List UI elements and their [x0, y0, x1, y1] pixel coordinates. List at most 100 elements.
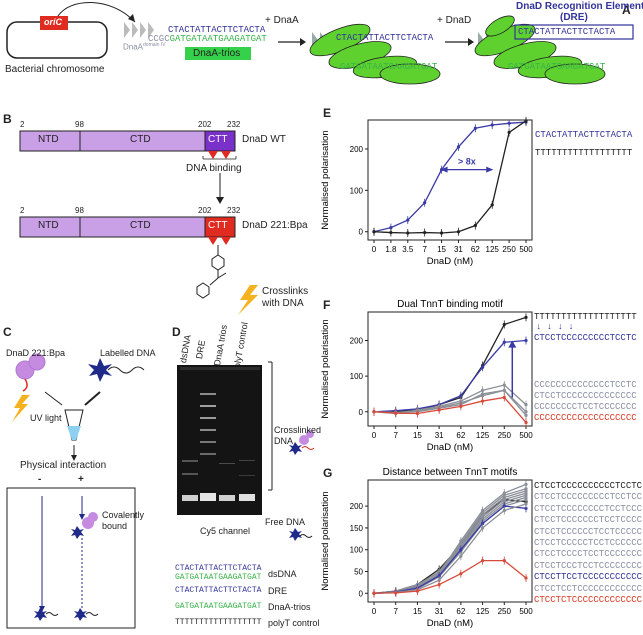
chart-f-point-5-2: [415, 411, 420, 416]
mut-n232: 232: [227, 206, 241, 215]
chart-g-point-9-7: [524, 502, 528, 506]
chart-e-ytick-label-0: 0: [359, 228, 364, 237]
e-seq: CTACTATTACTTCTACTA: [535, 130, 633, 140]
panel-c-graphic: [6, 353, 145, 629]
chart-f-xtick-label-2: 15: [413, 431, 422, 440]
panel-label-e: E: [323, 106, 332, 120]
chart-g-series-10: [373, 559, 527, 594]
c-minus: -: [38, 474, 42, 485]
chart-f-ytick-label-0: 0: [359, 408, 364, 417]
chart-e-xtick-label-1: 1.8: [385, 245, 397, 254]
plus-dnad-label: + DnaD: [437, 15, 472, 26]
cy5-channel-label: Cy5 channel: [200, 526, 251, 536]
panel-label-d: D: [172, 325, 181, 339]
chart-g-point-8-3: [437, 574, 441, 578]
chart-e-xlabel: DnaD (nM): [427, 256, 473, 267]
chart-e-point-1-8: [507, 130, 511, 135]
legend-trios-seq: GATGATAATGAAGATGAT: [175, 602, 262, 611]
chart-f-series-1: [373, 339, 527, 413]
chart-g-series-9: [373, 503, 527, 594]
chart-f-xtick-label-5: 125: [476, 431, 490, 440]
chart-e-point-1-5: [456, 230, 461, 234]
chart-e-xtick-label-9: 500: [519, 245, 533, 254]
chart-f-point-1-6: [502, 340, 506, 344]
mut-ntd: NTD: [38, 220, 59, 231]
chart-g-title: Distance between TnnT motifs: [383, 467, 518, 478]
legend-polyt-label: polyT control: [268, 618, 320, 628]
c-physical-label: Physical interaction: [20, 460, 107, 471]
chart-e-xtick-label-3: 7: [422, 245, 427, 254]
chart-g-ytick-label-3: 150: [350, 524, 364, 533]
chart-g-point-1-7: [524, 482, 528, 486]
wt-n232: 232: [227, 120, 241, 129]
chart-e-point-0-7: [490, 123, 494, 127]
chart-f-point-5-6: [502, 395, 506, 400]
dna-binding-label: DNA binding: [186, 163, 242, 174]
chart-g: Distance between TnnT motifs050100150200…: [320, 467, 533, 629]
legend-dre-seq: CTACTATTACTTCTACTA: [175, 586, 262, 595]
dnaa-domain-label: DnaAdomain IV: [123, 42, 166, 52]
chart-g-point-8-5: [480, 521, 485, 526]
crosslinks-label-2: with DNA: [262, 298, 304, 309]
panel-b-graphic: [19, 130, 258, 315]
chart-e-annot-right: [486, 166, 494, 173]
crosslinks-label-1: Crosslinks: [262, 286, 309, 297]
crosslinked-label-2: DNA: [274, 436, 294, 446]
chart-f-point-2-7: [524, 403, 528, 407]
c-covalent-2: bound: [102, 521, 128, 531]
chart-f-point-4-5: [480, 394, 485, 398]
chart-g-point-10-0: [372, 591, 376, 595]
mut-ctd: CTD: [130, 220, 151, 231]
legend-trios-label: DnaA-trios: [268, 602, 311, 612]
chart-e-ytick-label-2: 200: [350, 145, 364, 154]
chart-f-series-5: [373, 396, 527, 423]
chart-e-point-1-0: [372, 230, 376, 234]
plus-dnaa-label: + DnaA: [265, 15, 299, 26]
chart-f-xtick-label-4: 62: [456, 431, 465, 440]
dre-box: [514, 24, 634, 40]
chart-e-point-1-7: [490, 203, 494, 207]
c-plus: +: [78, 474, 84, 485]
chart-f-point-4-6: [502, 388, 506, 392]
chart-f-ytick-label-2: 200: [350, 337, 364, 346]
chart-g-point-10-3: [437, 582, 441, 587]
seq-bottom-a2: GATGATAATGAAGATGAT: [340, 62, 438, 72]
chart-f-point-2-6: [502, 383, 506, 387]
chart-e-point-1-1: [389, 230, 393, 235]
chart-f-point-5-3: [437, 408, 441, 412]
chart-f-point-4-7: [524, 410, 528, 414]
chart-f-point-5-0: [372, 410, 376, 414]
chart-f-point-1-4: [459, 394, 463, 398]
wt-name: DnaD WT: [242, 134, 286, 145]
chart-g-ytick-label-2: 100: [350, 546, 364, 555]
chart-f-point-5-5: [480, 399, 485, 403]
c-protein-label: DnaD 221:Bpa: [6, 348, 66, 358]
panel-label-a: A: [622, 3, 631, 17]
panel-label-g: G: [323, 466, 333, 480]
chart-e-point-0-2: [406, 218, 410, 222]
chart-e-point-0-3: [423, 201, 427, 205]
chart-f-xtick-label-7: 500: [519, 431, 533, 440]
chart-f-point-1-7: [524, 338, 528, 343]
wt-n98: 98: [75, 120, 84, 129]
chart-f-point-5-7: [524, 420, 528, 425]
oric-label: oriC: [44, 17, 62, 27]
chart-f-series-4: [373, 389, 527, 414]
chart-e-xtick-label-5: 31: [454, 245, 463, 254]
dre-title-2: (DRE): [560, 12, 588, 23]
mut-n98: 98: [75, 206, 84, 215]
gel-image: [177, 365, 262, 515]
wt-ctd: CTD: [130, 134, 151, 145]
gel-brackets: [268, 361, 315, 541]
oric-box: [40, 16, 68, 30]
chart-g-point-10-7: [524, 576, 528, 580]
f-top-seq: TTTTTTTTTTTTTTTTTTT: [534, 312, 637, 322]
chart-f-title: Dual TnnT binding motif: [397, 299, 503, 310]
chart-e-ylabel: Normalised polarisation: [320, 130, 331, 229]
dnaa-trios-box: [185, 47, 251, 60]
seq-box-a: CTACTATTACTTCTACTA: [518, 27, 616, 37]
chart-g-point-9-4: [459, 554, 463, 558]
chart-g-ytick-label-4: 200: [350, 502, 364, 511]
crosslinked-label-1: Crosslinked: [274, 425, 322, 435]
chart-g-xtick-label-1: 7: [393, 607, 398, 616]
